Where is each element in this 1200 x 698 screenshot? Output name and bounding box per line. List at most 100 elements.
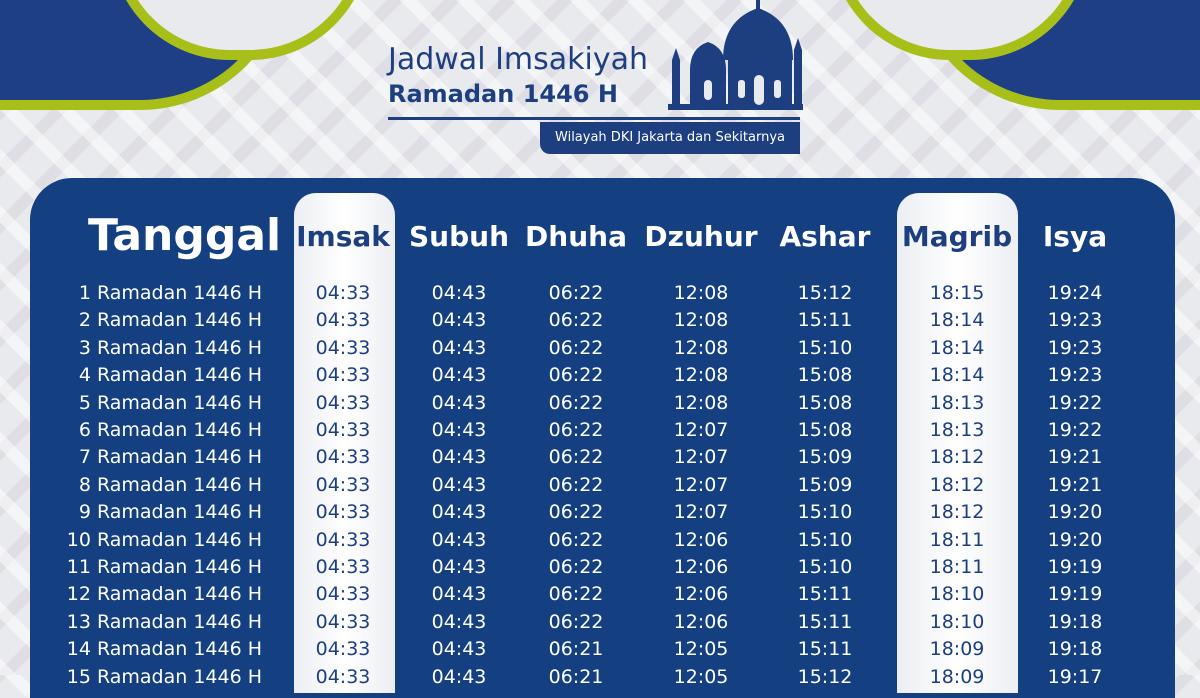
cell-ashar: 15:08 xyxy=(797,391,853,414)
cell-tanggal: 1 Ramadan 1446 H xyxy=(78,282,262,304)
cell-subuh: 04:43 xyxy=(431,528,487,551)
cell-dzuhur: 12:06 xyxy=(673,583,729,606)
cell-magrib: 18:11 xyxy=(929,528,985,551)
cell-magrib: 18:15 xyxy=(929,282,985,304)
cell-ashar: 15:11 xyxy=(797,638,853,661)
cell-ashar: 15:12 xyxy=(797,282,853,304)
cell-dhuha: 06:22 xyxy=(548,309,604,332)
column-header-imsak: Imsak xyxy=(296,220,390,253)
cell-ashar: 15:10 xyxy=(797,556,853,578)
cell-dzuhur: 12:08 xyxy=(673,364,729,387)
cell-dhuha: 06:22 xyxy=(548,556,604,578)
cell-imsak: 04:33 xyxy=(315,583,371,606)
cell-isya: 19:24 xyxy=(1047,282,1103,304)
cell-isya: 19:19 xyxy=(1047,556,1103,578)
column-header-dzuhur: Dzuhur xyxy=(644,220,758,253)
magrib-column-highlight xyxy=(897,193,1018,693)
cell-imsak: 04:33 xyxy=(315,309,371,332)
cell-dhuha: 06:22 xyxy=(548,282,604,304)
cell-subuh: 04:43 xyxy=(431,665,487,688)
cell-dzuhur: 12:07 xyxy=(673,501,729,524)
cell-dzuhur: 12:06 xyxy=(673,610,729,633)
cell-isya: 19:23 xyxy=(1047,336,1103,359)
cell-dzuhur: 12:07 xyxy=(673,473,729,496)
cell-tanggal: 2 Ramadan 1446 H xyxy=(78,309,262,332)
cell-tanggal: 8 Ramadan 1446 H xyxy=(78,473,262,496)
cell-imsak: 04:33 xyxy=(315,665,371,688)
cell-dzuhur: 12:08 xyxy=(673,391,729,414)
cell-dhuha: 06:21 xyxy=(548,638,604,661)
cell-dzuhur: 12:08 xyxy=(673,336,729,359)
cell-imsak: 04:33 xyxy=(315,419,371,441)
cell-dhuha: 06:21 xyxy=(548,665,604,688)
cell-imsak: 04:33 xyxy=(315,336,371,359)
cell-tanggal: 10 Ramadan 1446 H xyxy=(66,528,262,551)
page-subtitle: Ramadan 1446 H xyxy=(388,80,618,108)
page-title: Jadwal Imsakiyah xyxy=(388,42,649,77)
cell-isya: 19:22 xyxy=(1047,391,1103,414)
cell-isya: 19:20 xyxy=(1047,528,1103,551)
cell-magrib: 18:12 xyxy=(929,446,985,469)
cell-magrib: 18:13 xyxy=(929,391,985,414)
cell-isya: 19:19 xyxy=(1047,583,1103,606)
region-label: Wilayah DKI Jakarta dan Sekitarnya xyxy=(540,122,800,154)
cell-dhuha: 06:22 xyxy=(548,419,604,441)
cell-isya: 19:21 xyxy=(1047,473,1103,496)
column-header-magrib: Magrib xyxy=(901,220,1013,253)
cell-tanggal: 4 Ramadan 1446 H xyxy=(78,364,262,387)
cell-dhuha: 06:22 xyxy=(548,364,604,387)
cell-subuh: 04:43 xyxy=(431,309,487,332)
cell-dzuhur: 12:05 xyxy=(673,638,729,661)
cell-dzuhur: 12:07 xyxy=(673,419,729,441)
cell-tanggal: 5 Ramadan 1446 H xyxy=(78,391,262,414)
cell-tanggal: 12 Ramadan 1446 H xyxy=(66,583,262,606)
cell-subuh: 04:43 xyxy=(431,556,487,578)
cell-dhuha: 06:22 xyxy=(548,446,604,469)
cell-subuh: 04:43 xyxy=(431,336,487,359)
cell-magrib: 18:09 xyxy=(929,638,985,661)
cell-magrib: 18:13 xyxy=(929,419,985,441)
cell-ashar: 15:10 xyxy=(797,501,853,524)
cell-subuh: 04:43 xyxy=(431,364,487,387)
cell-magrib: 18:14 xyxy=(929,364,985,387)
cell-tanggal: 9 Ramadan 1446 H xyxy=(78,501,262,524)
cell-dhuha: 06:22 xyxy=(548,391,604,414)
cell-dhuha: 06:22 xyxy=(548,528,604,551)
cell-isya: 19:17 xyxy=(1047,665,1103,688)
cell-isya: 19:21 xyxy=(1047,446,1103,469)
cell-imsak: 04:33 xyxy=(315,282,371,304)
cell-imsak: 04:33 xyxy=(315,446,371,469)
cell-magrib: 18:14 xyxy=(929,336,985,359)
cell-dzuhur: 12:08 xyxy=(673,282,729,304)
cell-imsak: 04:33 xyxy=(315,556,371,578)
cell-subuh: 04:43 xyxy=(431,610,487,633)
column-header-dhuha: Dhuha xyxy=(525,220,627,253)
title-divider xyxy=(388,117,800,120)
cell-subuh: 04:43 xyxy=(431,391,487,414)
cell-subuh: 04:43 xyxy=(431,583,487,606)
cell-subuh: 04:43 xyxy=(431,446,487,469)
cell-ashar: 15:10 xyxy=(797,336,853,359)
cell-ashar: 15:10 xyxy=(797,528,853,551)
cell-imsak: 04:33 xyxy=(315,473,371,496)
cell-tanggal: 14 Ramadan 1446 H xyxy=(66,638,262,661)
cell-imsak: 04:33 xyxy=(315,638,371,661)
cell-tanggal: 11 Ramadan 1446 H xyxy=(66,556,262,578)
cell-magrib: 18:10 xyxy=(929,610,985,633)
cell-dzuhur: 12:07 xyxy=(673,446,729,469)
cell-ashar: 15:11 xyxy=(797,610,853,633)
cell-imsak: 04:33 xyxy=(315,501,371,524)
cell-tanggal: 15 Ramadan 1446 H xyxy=(66,665,262,688)
cell-magrib: 18:09 xyxy=(929,665,985,688)
cell-subuh: 04:43 xyxy=(431,282,487,304)
column-header-tanggal: Tanggal xyxy=(88,210,282,261)
column-header-ashar: Ashar xyxy=(779,220,871,253)
cell-dhuha: 06:22 xyxy=(548,473,604,496)
cell-magrib: 18:14 xyxy=(929,309,985,332)
cell-isya: 19:22 xyxy=(1047,419,1103,441)
cell-subuh: 04:43 xyxy=(431,419,487,441)
cell-tanggal: 3 Ramadan 1446 H xyxy=(78,336,262,359)
cell-isya: 19:23 xyxy=(1047,364,1103,387)
cell-tanggal: 13 Ramadan 1446 H xyxy=(66,610,262,633)
cell-magrib: 18:12 xyxy=(929,473,985,496)
